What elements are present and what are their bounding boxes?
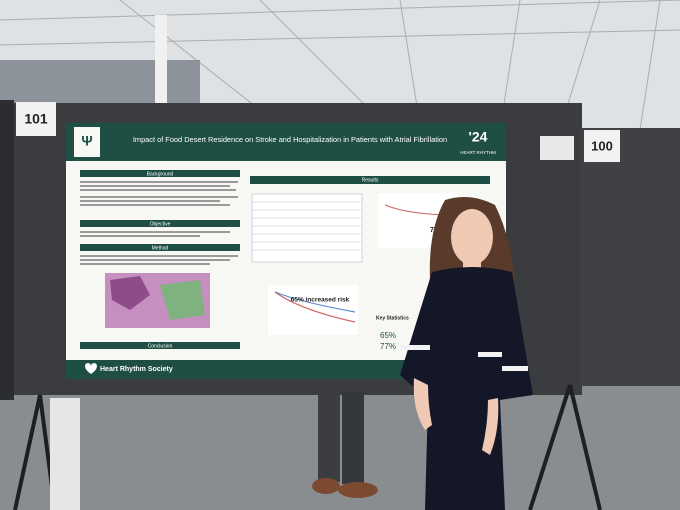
logo-text: HEART RHYTHM bbox=[460, 150, 496, 155]
map-region bbox=[110, 276, 150, 310]
footer-logo bbox=[85, 363, 97, 374]
section-heading: Objective bbox=[150, 221, 171, 227]
number-sign bbox=[584, 130, 620, 162]
logo-glyph: Ψ bbox=[81, 133, 92, 149]
section-heading: Method bbox=[152, 245, 169, 251]
sign-number: 100 bbox=[591, 138, 613, 153]
section-bar bbox=[80, 244, 240, 251]
background-person-leg bbox=[318, 392, 340, 482]
key-stats-heading: Key Statistics bbox=[376, 315, 409, 321]
curve bbox=[274, 291, 356, 323]
callout: 65% increased risk bbox=[291, 297, 350, 304]
shoe bbox=[338, 482, 378, 498]
face bbox=[451, 209, 493, 265]
results-table bbox=[251, 193, 363, 263]
poster-footer bbox=[66, 360, 506, 379]
section-heading: Conclusion bbox=[148, 343, 173, 349]
sleeve-trim bbox=[400, 345, 430, 350]
dress-trim bbox=[478, 352, 502, 357]
sign-number: 101 bbox=[24, 111, 48, 127]
paper-note bbox=[540, 136, 574, 160]
university-logo bbox=[74, 127, 100, 157]
curve bbox=[274, 291, 356, 313]
arm bbox=[413, 378, 432, 430]
sleeve-trim bbox=[502, 366, 528, 371]
section-bar bbox=[80, 170, 240, 177]
dress bbox=[400, 267, 533, 510]
poster-title: Impact of Food Desert Residence on Strok… bbox=[133, 135, 447, 144]
poster-header bbox=[66, 123, 506, 161]
arm bbox=[482, 398, 499, 455]
footer-text: Heart Rhythm Society bbox=[100, 366, 173, 373]
section-bar bbox=[80, 220, 240, 227]
key-stat: 65% bbox=[380, 331, 396, 340]
logo-mark: '24 bbox=[469, 129, 488, 145]
board-edge bbox=[0, 100, 14, 400]
key-stat: 77% bbox=[380, 342, 396, 351]
poster-board bbox=[580, 128, 680, 386]
body-text bbox=[80, 181, 238, 265]
background-person-leg bbox=[342, 392, 364, 484]
number-sign bbox=[16, 102, 56, 136]
section-heading: Results bbox=[362, 177, 379, 183]
section-bar bbox=[250, 176, 490, 184]
section-bar bbox=[80, 342, 240, 349]
white-post bbox=[50, 398, 80, 510]
table-rows bbox=[252, 201, 362, 251]
map-region bbox=[160, 280, 205, 320]
section-heading: Background bbox=[147, 171, 174, 177]
shoe bbox=[312, 478, 340, 494]
pillar bbox=[155, 15, 167, 110]
